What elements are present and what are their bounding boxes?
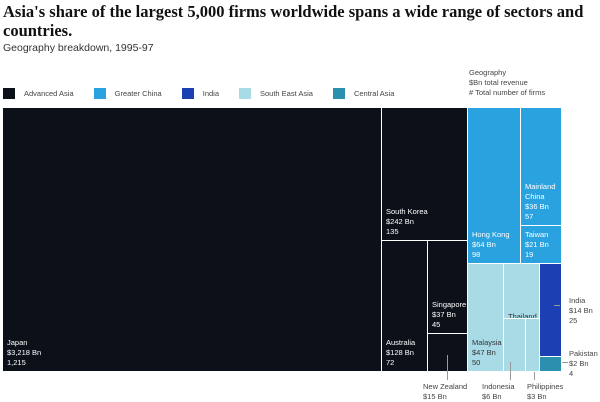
leader-line (562, 362, 568, 363)
legend-swatch (3, 88, 15, 99)
chart-title: Asia's share of the largest 5,000 firms … (3, 2, 584, 40)
legend-swatch (239, 88, 251, 99)
cell-callout: Pakistan $2 Bn 4 (569, 349, 598, 379)
cell-revenue: $14 Bn (569, 306, 593, 315)
cell-firms: 1,215 (7, 358, 26, 367)
cell-revenue: $36 Bn (525, 202, 549, 211)
treemap-cell-mainland-china: Mainland China $36 Bn 57 (520, 107, 562, 226)
cell-callout: Philippines $3 Bn (527, 382, 563, 402)
cell-name: Indonesia (482, 382, 515, 391)
cell-name: Mainland (525, 182, 556, 191)
cell-revenue: $128 Bn (386, 348, 414, 357)
cell-revenue: $3 Bn (527, 392, 547, 401)
cell-firms: 57 (525, 212, 534, 221)
key-line: Geography (469, 68, 507, 77)
cell-firms: 45 (432, 320, 441, 329)
legend-label: Advanced Asia (24, 89, 74, 98)
treemap-cell-indonesia (503, 318, 526, 372)
legend-item: Advanced Asia (3, 88, 74, 99)
cell-revenue: $6 Bn (482, 392, 502, 401)
cell-firms: 98 (472, 250, 481, 259)
legend-item: Greater China (93, 88, 162, 99)
legend-label: Greater China (114, 89, 162, 98)
cell-firms: 4 (569, 369, 574, 378)
legend-swatch (332, 88, 345, 99)
cell-revenue: $47 Bn (472, 348, 496, 357)
cell-firms: 135 (386, 227, 399, 236)
cell-firms: 72 (386, 358, 395, 367)
cell-name: Malaysia (472, 338, 502, 347)
treemap-cell-hong-kong: Hong Kong $64 Bn 98 (467, 107, 521, 264)
cell-name: Japan (7, 338, 28, 347)
cell-revenue: $37 Bn (432, 310, 456, 319)
cell-revenue: $2 Bn (569, 359, 589, 368)
leader-line (554, 305, 560, 306)
legend-item: India (181, 88, 219, 99)
leader-line (534, 372, 535, 380)
treemap-cell-thailand: Thailand$17 Bn28 (503, 263, 540, 341)
cell-name: New Zealand (423, 382, 468, 391)
cell-name: Thailand (508, 312, 537, 321)
treemap-cell-philippines (525, 318, 540, 372)
cell-revenue: $21 Bn (525, 240, 549, 249)
leader-line (447, 355, 448, 380)
cell-firms: 19 (525, 250, 534, 259)
cell-revenue: $3,218 Bn (7, 348, 42, 357)
cell-callout: India $14 Bn 25 (569, 296, 593, 326)
chart-subtitle: Geography breakdown, 1995-97 (3, 42, 154, 54)
treemap-cell-taiwan: Taiwan $21 Bn 19 (520, 225, 562, 264)
cell-firms: 50 (472, 358, 481, 367)
treemap-cell-south-korea: South Korea $242 Bn 135 (381, 107, 468, 241)
treemap-cell-malaysia: Malaysia $47 Bn 50 (467, 263, 504, 372)
cell-revenue: $242 Bn (386, 217, 414, 226)
cell-name: Philippines (527, 382, 564, 391)
cell-revenue: $64 Bn (472, 240, 496, 249)
cell-name: China (525, 192, 545, 201)
legend-swatch (181, 88, 194, 99)
treemap-cell-singapore: Singapore $37 Bn 45 (427, 240, 468, 334)
cell-firms: 25 (569, 316, 578, 325)
cell-name: Australia (386, 338, 416, 347)
treemap-cell-australia: Australia $128 Bn 72 (381, 240, 428, 372)
legend-item: Central Asia (332, 88, 395, 99)
cell-callout: Indonesia $6 Bn (482, 382, 515, 402)
legend-label: India (202, 89, 219, 98)
treemap-cell-japan: Japan $3,218 Bn 1,215 (2, 107, 382, 372)
cell-callout: New Zealand $15 Bn (423, 382, 467, 402)
leader-line (510, 362, 511, 380)
cell-name: Taiwan (525, 230, 549, 239)
key-line: # Total number of firms (469, 88, 546, 97)
cell-revenue: $15 Bn (423, 392, 447, 401)
legend-label: Central Asia (353, 89, 395, 98)
legend: Advanced Asia Greater China India South … (3, 88, 414, 99)
treemap-cell-pakistan (539, 356, 562, 372)
cell-name: Pakistan (569, 349, 598, 358)
legend-label: South East Asia (260, 89, 313, 98)
key-legend: Geography $Bn total revenue # Total numb… (469, 68, 545, 98)
cell-name: South Korea (386, 207, 428, 216)
legend-swatch (93, 88, 106, 99)
cell-name: Hong Kong (472, 230, 510, 239)
cell-name: Singapore (432, 300, 467, 309)
legend-item: South East Asia (239, 88, 313, 99)
treemap-cell-india (539, 263, 562, 357)
key-line: $Bn total revenue (469, 78, 528, 87)
cell-name: India (569, 296, 586, 305)
